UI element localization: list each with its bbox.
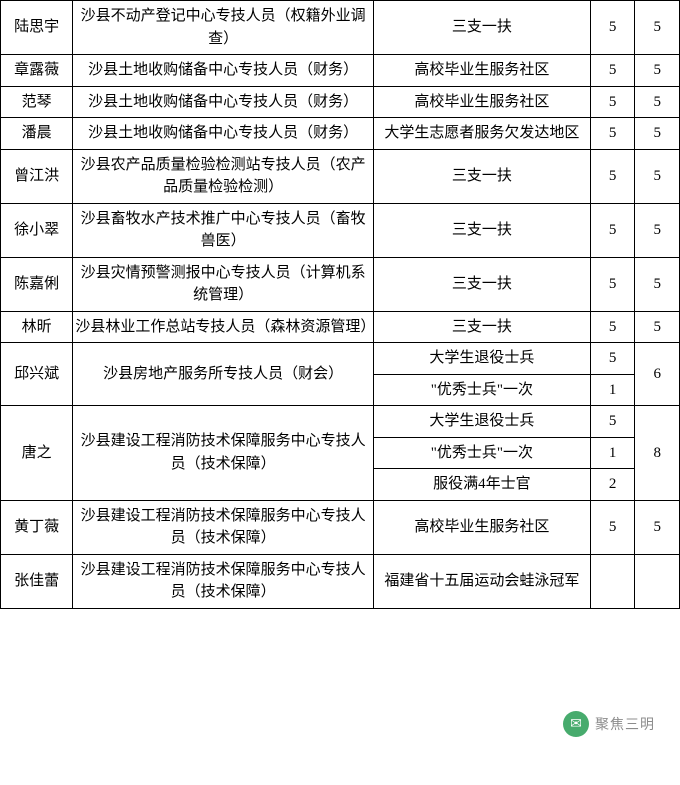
category-cell: 服役满4年士官 xyxy=(373,469,590,501)
score1-cell: 5 xyxy=(590,86,635,118)
category-cell: 三支一扶 xyxy=(373,203,590,257)
name-cell: 邱兴斌 xyxy=(1,343,73,406)
position-cell: 沙县不动产登记中心专技人员（权籍外业调查） xyxy=(73,1,374,55)
score2-cell: 5 xyxy=(635,257,680,311)
name-cell: 张佳蕾 xyxy=(1,554,73,608)
score1-cell: 5 xyxy=(590,406,635,438)
table-row: 张佳蕾沙县建设工程消防技术保障服务中心专技人员（技术保障）福建省十五届运动会蛙泳… xyxy=(1,554,680,608)
watermark-text: 聚焦三明 xyxy=(595,714,655,734)
name-cell: 唐之 xyxy=(1,406,73,501)
table-row: 曾江洪沙县农产品质量检验检测站专技人员（农产品质量检验检测）三支一扶55 xyxy=(1,149,680,203)
score1-cell: 5 xyxy=(590,55,635,87)
position-cell: 沙县农产品质量检验检测站专技人员（农产品质量检验检测） xyxy=(73,149,374,203)
name-cell: 林昕 xyxy=(1,311,73,343)
category-cell: 高校毕业生服务社区 xyxy=(373,86,590,118)
name-cell: 陈嘉俐 xyxy=(1,257,73,311)
wechat-icon: ✉ xyxy=(563,711,589,737)
position-cell: 沙县建设工程消防技术保障服务中心专技人员（技术保障） xyxy=(73,554,374,608)
score1-cell: 5 xyxy=(590,311,635,343)
table-row: 潘晨沙县土地收购储备中心专技人员（财务）大学生志愿者服务欠发达地区55 xyxy=(1,118,680,150)
category-cell: 大学生退役士兵 xyxy=(373,343,590,375)
name-cell: 徐小翠 xyxy=(1,203,73,257)
category-cell: 三支一扶 xyxy=(373,1,590,55)
category-cell: "优秀士兵"一次 xyxy=(373,437,590,469)
category-cell: 福建省十五届运动会蛙泳冠军 xyxy=(373,554,590,608)
score2-cell: 5 xyxy=(635,86,680,118)
category-cell: 高校毕业生服务社区 xyxy=(373,500,590,554)
category-cell: 三支一扶 xyxy=(373,149,590,203)
table-row: 章露薇沙县土地收购储备中心专技人员（财务）高校毕业生服务社区55 xyxy=(1,55,680,87)
score2-cell xyxy=(635,554,680,608)
category-cell: 大学生志愿者服务欠发达地区 xyxy=(373,118,590,150)
category-cell: 三支一扶 xyxy=(373,311,590,343)
category-cell: 大学生退役士兵 xyxy=(373,406,590,438)
table-row: 范琴沙县土地收购储备中心专技人员（财务）高校毕业生服务社区55 xyxy=(1,86,680,118)
name-cell: 黄丁薇 xyxy=(1,500,73,554)
score1-cell: 1 xyxy=(590,374,635,406)
name-cell: 曾江洪 xyxy=(1,149,73,203)
score2-cell: 5 xyxy=(635,311,680,343)
table-row: 邱兴斌沙县房地产服务所专技人员（财会）大学生退役士兵56 xyxy=(1,343,680,375)
table-row: 林昕沙县林业工作总站专技人员（森林资源管理）三支一扶55 xyxy=(1,311,680,343)
position-cell: 沙县畜牧水产技术推广中心专技人员（畜牧兽医） xyxy=(73,203,374,257)
watermark: ✉ 聚焦三明 xyxy=(563,711,655,737)
name-cell: 潘晨 xyxy=(1,118,73,150)
position-cell: 沙县建设工程消防技术保障服务中心专技人员（技术保障） xyxy=(73,406,374,501)
score2-cell: 5 xyxy=(635,55,680,87)
category-cell: 三支一扶 xyxy=(373,257,590,311)
table-row: 陈嘉俐沙县灾情预警测报中心专技人员（计算机系统管理）三支一扶55 xyxy=(1,257,680,311)
score1-cell: 5 xyxy=(590,149,635,203)
score2-cell: 6 xyxy=(635,343,680,406)
personnel-table: 陆思宇沙县不动产登记中心专技人员（权籍外业调查）三支一扶55章露薇沙县土地收购储… xyxy=(0,0,680,609)
table-row: 徐小翠沙县畜牧水产技术推广中心专技人员（畜牧兽医）三支一扶55 xyxy=(1,203,680,257)
score1-cell: 1 xyxy=(590,437,635,469)
score1-cell: 5 xyxy=(590,343,635,375)
position-cell: 沙县土地收购储备中心专技人员（财务） xyxy=(73,55,374,87)
table-row: 唐之沙县建设工程消防技术保障服务中心专技人员（技术保障）大学生退役士兵58 xyxy=(1,406,680,438)
score1-cell: 5 xyxy=(590,257,635,311)
table-row: 黄丁薇沙县建设工程消防技术保障服务中心专技人员（技术保障）高校毕业生服务社区55 xyxy=(1,500,680,554)
score1-cell: 5 xyxy=(590,203,635,257)
position-cell: 沙县灾情预警测报中心专技人员（计算机系统管理） xyxy=(73,257,374,311)
score1-cell: 5 xyxy=(590,1,635,55)
category-cell: "优秀士兵"一次 xyxy=(373,374,590,406)
name-cell: 陆思宇 xyxy=(1,1,73,55)
name-cell: 范琴 xyxy=(1,86,73,118)
position-cell: 沙县土地收购储备中心专技人员（财务） xyxy=(73,118,374,150)
position-cell: 沙县建设工程消防技术保障服务中心专技人员（技术保障） xyxy=(73,500,374,554)
position-cell: 沙县房地产服务所专技人员（财会） xyxy=(73,343,374,406)
score1-cell: 5 xyxy=(590,500,635,554)
table-row: 陆思宇沙县不动产登记中心专技人员（权籍外业调查）三支一扶55 xyxy=(1,1,680,55)
score1-cell xyxy=(590,554,635,608)
score2-cell: 8 xyxy=(635,406,680,501)
position-cell: 沙县土地收购储备中心专技人员（财务） xyxy=(73,86,374,118)
score2-cell: 5 xyxy=(635,149,680,203)
score2-cell: 5 xyxy=(635,203,680,257)
score1-cell: 5 xyxy=(590,118,635,150)
category-cell: 高校毕业生服务社区 xyxy=(373,55,590,87)
score2-cell: 5 xyxy=(635,500,680,554)
score2-cell: 5 xyxy=(635,1,680,55)
position-cell: 沙县林业工作总站专技人员（森林资源管理） xyxy=(73,311,374,343)
score2-cell: 5 xyxy=(635,118,680,150)
name-cell: 章露薇 xyxy=(1,55,73,87)
score1-cell: 2 xyxy=(590,469,635,501)
